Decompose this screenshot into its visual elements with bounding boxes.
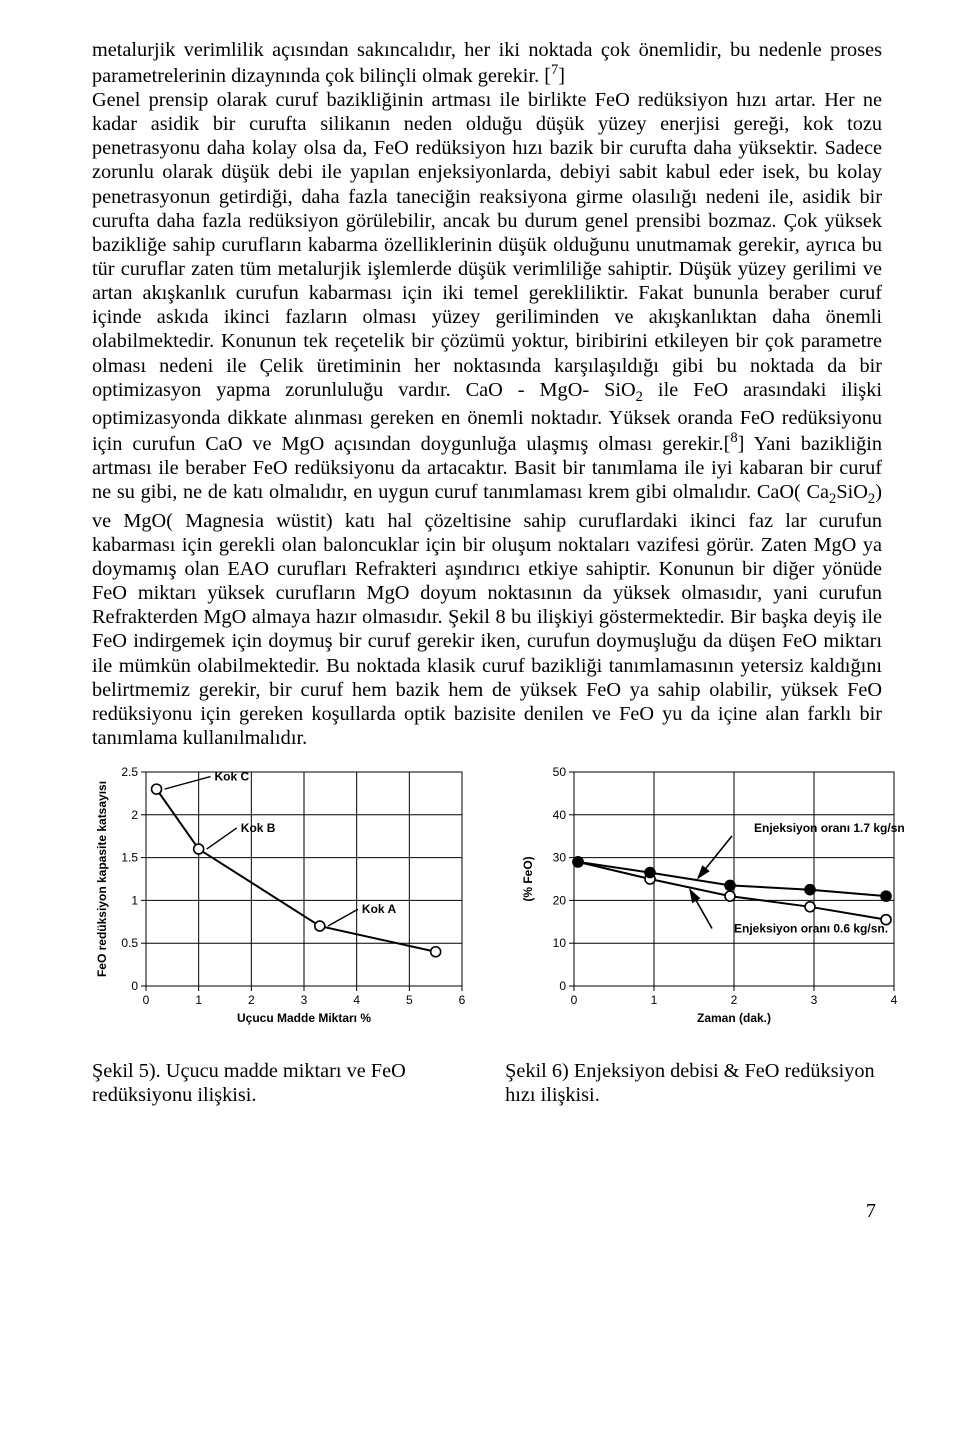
svg-text:FeO redüksiyon kapasite katsay: FeO redüksiyon kapasite katsayısı (95, 781, 109, 977)
svg-text:1: 1 (651, 993, 658, 1007)
page-number: 7 (92, 1200, 882, 1223)
svg-text:3: 3 (811, 993, 818, 1007)
svg-text:Enjeksiyon oranı 1.7 kg/sn.: Enjeksiyon oranı 1.7 kg/sn. (754, 821, 904, 835)
svg-text:20: 20 (553, 894, 567, 908)
body-paragraph: metalurjik verimlilik açısından sakıncal… (92, 38, 882, 750)
svg-text:1: 1 (195, 993, 202, 1007)
svg-text:Enjeksiyon oranı 0.6 kg/sn.: Enjeksiyon oranı 0.6 kg/sn. (734, 922, 888, 936)
svg-text:10: 10 (553, 936, 567, 950)
svg-text:0: 0 (143, 993, 150, 1007)
svg-text:40: 40 (553, 808, 567, 822)
svg-text:0: 0 (559, 979, 566, 993)
svg-text:2.5: 2.5 (121, 765, 138, 779)
svg-text:Zaman (dak.): Zaman (dak.) (697, 1011, 771, 1025)
svg-text:1.5: 1.5 (121, 851, 138, 865)
chart-feo-vs-time: 0123401020304050Zaman (dak.)(% FeO)Enjek… (516, 762, 904, 1030)
svg-text:0.5: 0.5 (121, 936, 138, 950)
svg-text:Kok C: Kok C (214, 770, 249, 784)
svg-text:50: 50 (553, 765, 567, 779)
svg-text:Kok B: Kok B (241, 821, 276, 835)
svg-text:2: 2 (248, 993, 255, 1007)
svg-text:(% FeO): (% FeO) (521, 857, 535, 902)
chart-feo-vs-volatile: 0 1 2 3 4 5 6 0 0.5 1 1.5 2 2.5 Uçucu Madde Miktarı %… (92, 762, 472, 1030)
svg-text:30: 30 (553, 851, 567, 865)
svg-text:0: 0 (131, 979, 138, 993)
caption-chart-left: Şekil 5). Uçucu madde miktarı ve FeO red… (92, 1060, 461, 1108)
svg-text:5: 5 (406, 993, 413, 1007)
chart-feo-vs-volatile-svg: 0 1 2 3 4 5 6 0 0.5 1 1.5 2 2.5 Uçucu Madde Miktarı %… (92, 762, 472, 1030)
svg-text:3: 3 (301, 993, 308, 1007)
svg-text:Kok A: Kok A (362, 902, 397, 916)
captions-row: Şekil 5). Uçucu madde miktarı ve FeO red… (92, 1060, 882, 1108)
svg-text:2: 2 (131, 808, 138, 822)
svg-text:4: 4 (353, 993, 360, 1007)
svg-text:Uçucu Madde Miktarı %: Uçucu Madde Miktarı % (237, 1011, 371, 1025)
svg-text:1: 1 (131, 894, 138, 908)
svg-text:2: 2 (731, 993, 738, 1007)
svg-text:0: 0 (571, 993, 578, 1007)
svg-text:4: 4 (891, 993, 898, 1007)
chart-feo-vs-time-svg: 0123401020304050Zaman (dak.)(% FeO)Enjek… (516, 762, 904, 1030)
caption-chart-right: Şekil 6) Enjeksiyon debisi & FeO redüksi… (505, 1060, 882, 1108)
charts-row: 0 1 2 3 4 5 6 0 0.5 1 1.5 2 2.5 Uçucu Madde Miktarı %… (92, 762, 882, 1030)
svg-text:6: 6 (459, 993, 466, 1007)
